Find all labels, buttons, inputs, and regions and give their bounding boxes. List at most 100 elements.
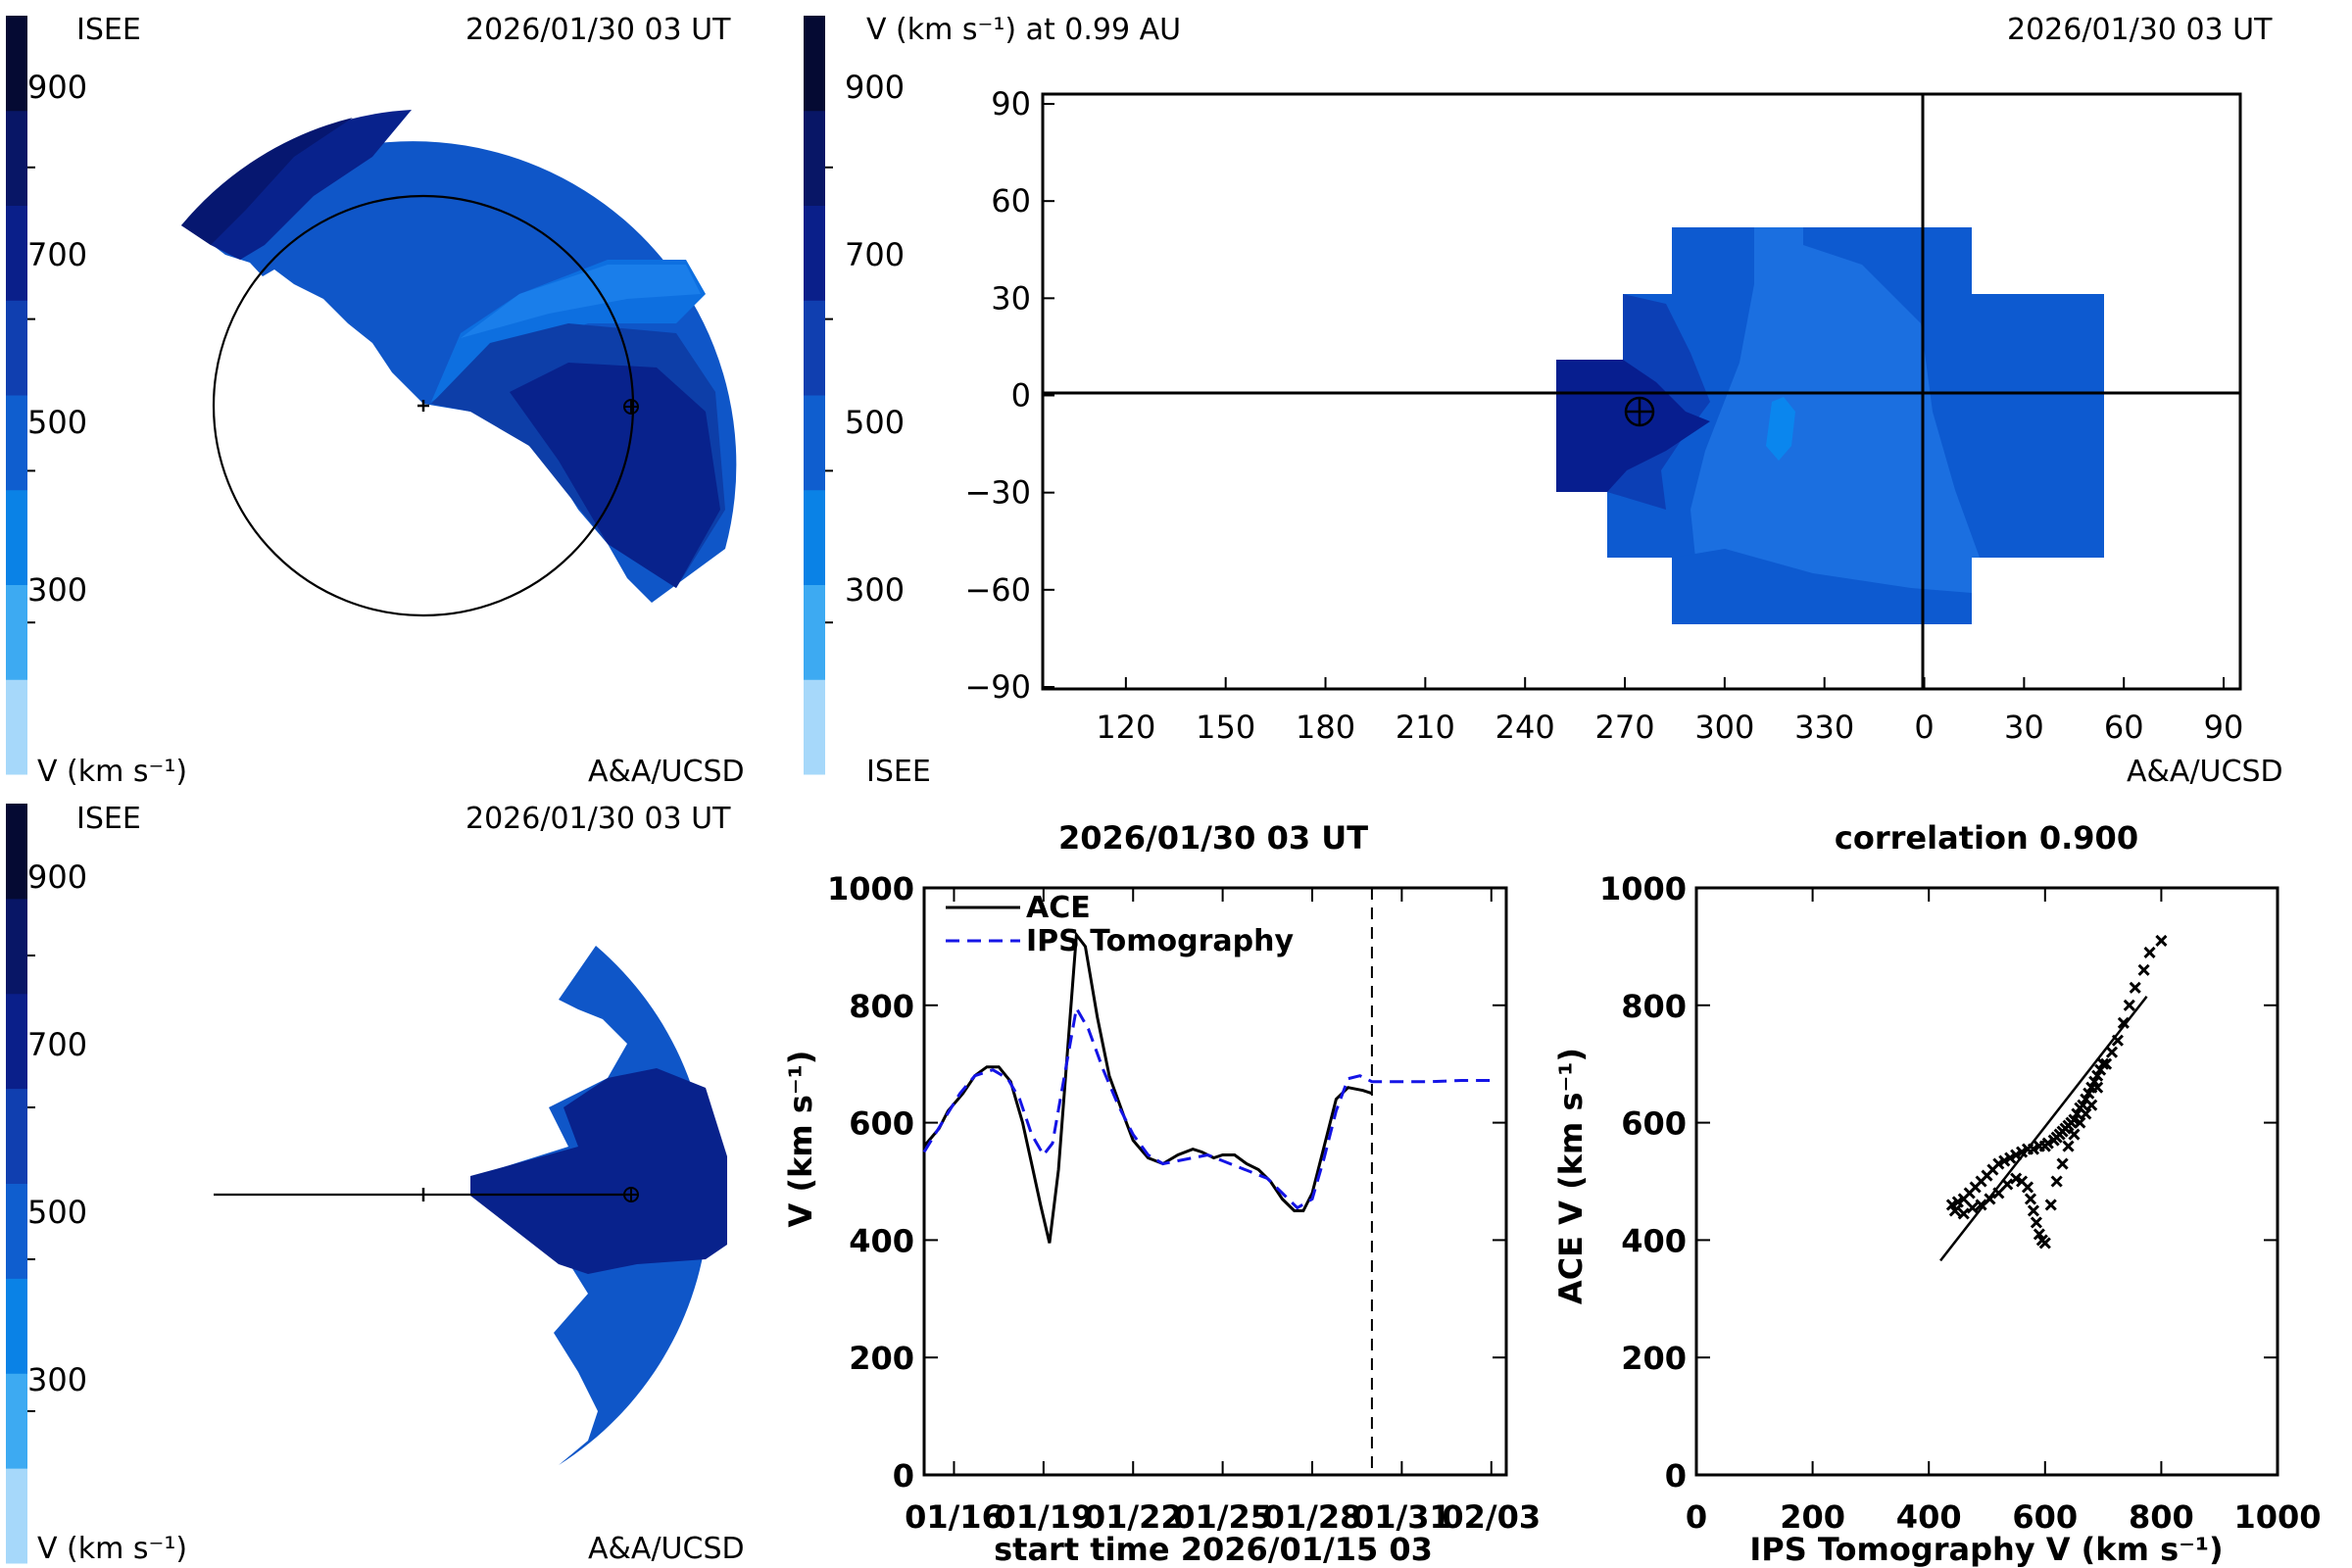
plot-frame bbox=[922, 886, 1508, 1477]
colorbar-ticks-top-left: 900 700 500 300 bbox=[27, 69, 87, 609]
scatter-point bbox=[2010, 1172, 2023, 1185]
map-x-tick-label: 150 bbox=[1196, 709, 1255, 746]
label-isee: ISEE bbox=[76, 802, 141, 836]
colorbar-ticks-bottom-left: 900 700 500 300 bbox=[27, 858, 87, 1398]
regression-line bbox=[1939, 996, 2148, 1262]
series-line-ace bbox=[922, 930, 1373, 1244]
scatter-point bbox=[2068, 1128, 2081, 1141]
map-y-tick-label: 30 bbox=[991, 279, 1031, 317]
y-tick-label: 0 bbox=[1665, 1457, 1687, 1494]
scatter-point bbox=[2097, 1057, 2110, 1070]
colorbar-tick-900: 900 bbox=[27, 69, 87, 106]
colorbar-segment bbox=[6, 1468, 27, 1564]
scatter-point bbox=[1975, 1199, 1987, 1211]
y-tick-label: 1000 bbox=[827, 870, 914, 907]
colorbar-ticks-top-right: 900 700 500 300 bbox=[845, 69, 905, 609]
credit-label: A&A/UCSD bbox=[588, 755, 745, 789]
scatter-point bbox=[2024, 1193, 2037, 1205]
colorbar-segment bbox=[804, 489, 825, 585]
colorbar-segment bbox=[6, 300, 27, 396]
colorbar-segment bbox=[6, 205, 27, 301]
timeseries-chart: 2026/01/30 03 UT start time 2026/01/15 0… bbox=[782, 819, 1541, 1568]
polar-velocity-map-ecliptic bbox=[181, 110, 737, 617]
map-x-tick-label: 0 bbox=[1914, 709, 1934, 746]
x-tick-label: 600 bbox=[2012, 1498, 2078, 1536]
colorbar-bottom-left bbox=[6, 804, 35, 1564]
scatter-point bbox=[2091, 1069, 2104, 1082]
colorbar-tick-700: 700 bbox=[845, 236, 905, 273]
colorbar-segment bbox=[804, 300, 825, 396]
scatter-point bbox=[1951, 1196, 1964, 1208]
colorbar-segment bbox=[804, 395, 825, 491]
credit-label: A&A/UCSD bbox=[588, 1532, 745, 1566]
scatter-point bbox=[2027, 1204, 2040, 1217]
scatter-point bbox=[2030, 1216, 2042, 1229]
y-axis-label: V (km s⁻¹) bbox=[782, 1051, 819, 1228]
scatter-point bbox=[2004, 1152, 2017, 1164]
map-title: V (km s⁻¹) at 0.99 AU bbox=[866, 13, 1181, 47]
scatter-point bbox=[2001, 1178, 2014, 1191]
line-chart-plot: 0200400600800100001/1601/1901/2201/2501/… bbox=[827, 870, 1541, 1536]
colorbar-tick-300: 300 bbox=[27, 1361, 87, 1398]
colorbar-segment bbox=[6, 804, 27, 900]
colorbar-segment bbox=[6, 898, 27, 995]
scatter-point bbox=[2080, 1107, 2092, 1120]
scatter-point bbox=[2155, 934, 2168, 947]
x-tick-label: 400 bbox=[1896, 1498, 1962, 1536]
x-axis-label: start time 2026/01/15 03 bbox=[994, 1531, 1433, 1568]
scatter-chart-plot: 0 200 400 600 800 1000 0 200 400 600 800 1000 bbox=[1599, 870, 2322, 1536]
y-tick-label: 800 bbox=[849, 988, 914, 1025]
earth-marker bbox=[1624, 396, 1655, 427]
map-region-fast-spot bbox=[1766, 397, 1795, 461]
label-isee: ISEE bbox=[866, 755, 931, 789]
sun-marker bbox=[417, 400, 429, 412]
bottom-left-panel: 900 700 500 300 ISEE 2026/01/30 03 UT V … bbox=[6, 802, 745, 1566]
colorbar-tick-500: 500 bbox=[845, 404, 905, 441]
x-tick-label: 800 bbox=[2129, 1498, 2194, 1536]
map-y-tick-label: 90 bbox=[991, 85, 1031, 122]
map-y-tick-label: −30 bbox=[964, 474, 1031, 512]
colorbar-tick-300: 300 bbox=[27, 571, 87, 609]
map-y-tick-label: 60 bbox=[991, 182, 1031, 220]
scatter-point bbox=[2038, 1237, 2051, 1250]
scatter-point bbox=[2033, 1228, 2045, 1241]
scatter-point bbox=[2105, 1046, 2119, 1058]
map-y-tick-label: −90 bbox=[964, 668, 1031, 706]
x-tick-label: 0 bbox=[1686, 1498, 1707, 1536]
x-tick-label: 01/19 bbox=[994, 1498, 1093, 1536]
scatter-point bbox=[2117, 1016, 2130, 1029]
scatter-point bbox=[2085, 1099, 2098, 1111]
y-tick-label: 1000 bbox=[1599, 870, 1687, 907]
colorbar-top-left bbox=[6, 16, 35, 775]
colorbar-tick-500: 500 bbox=[27, 1194, 87, 1231]
y-tick-label: 600 bbox=[1621, 1105, 1687, 1143]
legend-label: IPS Tomography bbox=[1026, 924, 1295, 958]
scatter-chart: correlation 0.900 IPS Tomography V (km s… bbox=[1552, 819, 2322, 1568]
colorbar-segment bbox=[6, 110, 27, 206]
colorbar-tick-700: 700 bbox=[27, 236, 87, 273]
map-x-tick-label: 330 bbox=[1794, 709, 1854, 746]
synoptic-velocity-map: 120 150 180 210 240 270 300 330 0 30 60 909060300−3… bbox=[964, 85, 2243, 746]
scatter-point bbox=[2021, 1143, 2034, 1155]
y-tick-label: 400 bbox=[1621, 1222, 1687, 1259]
x-tick-label: 01/16 bbox=[905, 1498, 1004, 1536]
map-y-tick-label: −60 bbox=[964, 571, 1031, 609]
unit-label: V (km s⁻¹) bbox=[37, 755, 187, 789]
colorbar-segment bbox=[6, 1373, 27, 1469]
scatter-point bbox=[2016, 1146, 2029, 1158]
earth-marker bbox=[623, 1187, 639, 1202]
scatter-point bbox=[1945, 1199, 1958, 1211]
map-x-tick-label: 210 bbox=[1396, 709, 1455, 746]
scatter-point bbox=[1957, 1193, 1970, 1205]
meridional-core bbox=[470, 1068, 727, 1274]
scatter-point bbox=[2047, 1134, 2060, 1147]
scatter-point bbox=[2071, 1107, 2083, 1120]
chart-title: correlation 0.900 bbox=[1835, 819, 2138, 857]
scatter-point bbox=[2033, 1140, 2045, 1152]
map-x-tick-label: 30 bbox=[2004, 709, 2044, 746]
x-tick-label: 01/28 bbox=[1263, 1498, 1362, 1536]
colorbar-tick-900: 900 bbox=[845, 69, 905, 106]
x-axis-label: IPS Tomography V (km s⁻¹) bbox=[1749, 1531, 2223, 1568]
colorbar-tick-900: 900 bbox=[27, 858, 87, 896]
